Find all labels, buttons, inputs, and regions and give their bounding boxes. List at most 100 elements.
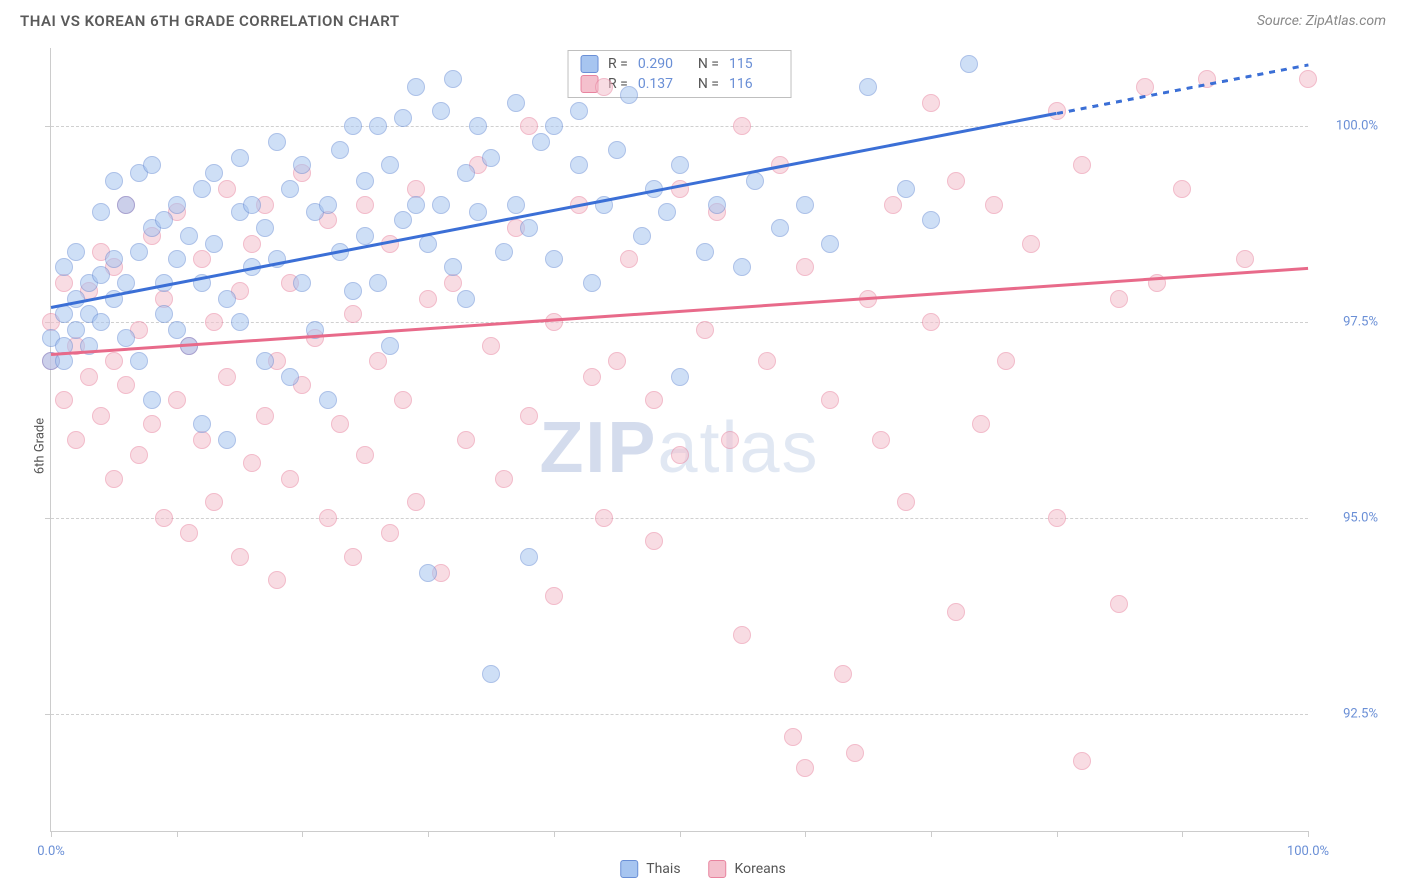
scatter-point — [671, 446, 689, 464]
scatter-point — [595, 78, 613, 96]
scatter-point — [897, 493, 915, 511]
scatter-point — [721, 431, 739, 449]
y-tick-label: 97.5% — [1318, 315, 1378, 330]
scatter-point — [394, 211, 412, 229]
scatter-point — [796, 258, 814, 276]
scatter-point — [1236, 250, 1254, 268]
scatter-point — [796, 759, 814, 777]
x-tick-label: 0.0% — [37, 844, 65, 859]
scatter-point — [407, 196, 425, 214]
scatter-point — [344, 282, 362, 300]
scatter-point — [218, 431, 236, 449]
scatter-point — [218, 290, 236, 308]
scatter-point — [193, 431, 211, 449]
scatter-point — [432, 102, 450, 120]
legend-marker-blue — [580, 55, 598, 73]
x-tick — [554, 831, 555, 837]
scatter-point — [608, 352, 626, 370]
scatter-point — [193, 250, 211, 268]
scatter-point — [444, 258, 462, 276]
scatter-point — [331, 415, 349, 433]
scatter-point — [218, 180, 236, 198]
scatter-point — [105, 250, 123, 268]
scatter-point — [168, 196, 186, 214]
scatter-point — [972, 415, 990, 433]
scatter-point — [419, 235, 437, 253]
scatter-point — [130, 243, 148, 261]
scatter-point — [645, 391, 663, 409]
scatter-point — [293, 274, 311, 292]
scatter-point — [369, 352, 387, 370]
x-tick — [1308, 831, 1309, 837]
source-attribution: Source: ZipAtlas.com — [1257, 13, 1386, 29]
scatter-point — [482, 665, 500, 683]
scatter-point — [92, 313, 110, 331]
x-tick — [805, 831, 806, 837]
scatter-point — [155, 509, 173, 527]
scatter-point — [469, 203, 487, 221]
scatter-point — [671, 368, 689, 386]
scatter-point — [67, 431, 85, 449]
scatter-point — [205, 493, 223, 511]
scatter-point — [407, 493, 425, 511]
scatter-point — [344, 117, 362, 135]
scatter-point — [771, 219, 789, 237]
scatter-point — [708, 196, 726, 214]
scatter-point — [532, 133, 550, 151]
scatter-point — [960, 55, 978, 73]
scatter-point — [796, 196, 814, 214]
scatter-point — [155, 305, 173, 323]
scatter-point — [243, 454, 261, 472]
x-tick — [1182, 831, 1183, 837]
scatter-point — [407, 78, 425, 96]
trendline — [51, 267, 1308, 356]
scatter-point — [205, 164, 223, 182]
scatter-point — [205, 235, 223, 253]
scatter-point — [331, 141, 349, 159]
scatter-point — [947, 172, 965, 190]
scatter-point — [180, 524, 198, 542]
scatter-point — [281, 368, 299, 386]
scatter-point — [67, 321, 85, 339]
scatter-point — [67, 243, 85, 261]
scatter-point — [231, 313, 249, 331]
scatter-point — [143, 415, 161, 433]
scatter-point — [846, 744, 864, 762]
scatter-point — [1110, 290, 1128, 308]
scatter-point — [495, 243, 513, 261]
scatter-point — [369, 117, 387, 135]
scatter-point — [922, 313, 940, 331]
scatter-point — [344, 548, 362, 566]
gridline — [51, 518, 1308, 519]
scatter-point — [620, 250, 638, 268]
scatter-point — [168, 391, 186, 409]
scatter-point — [117, 376, 135, 394]
scatter-point — [457, 164, 475, 182]
scatter-point — [381, 337, 399, 355]
legend-marker-blue — [620, 860, 638, 878]
scatter-point — [595, 509, 613, 527]
scatter-point — [281, 180, 299, 198]
scatter-point — [117, 329, 135, 347]
scatter-point — [645, 532, 663, 550]
scatter-point — [545, 313, 563, 331]
scatter-point — [570, 102, 588, 120]
scatter-point — [319, 391, 337, 409]
scatter-point — [268, 133, 286, 151]
scatter-point — [1073, 156, 1091, 174]
chart-title: THAI VS KOREAN 6TH GRADE CORRELATION CHA… — [20, 12, 400, 30]
y-tick-label: 100.0% — [1318, 119, 1378, 134]
scatter-point — [256, 407, 274, 425]
x-tick-label: 100.0% — [1287, 844, 1329, 859]
scatter-point — [80, 368, 98, 386]
scatter-point — [180, 227, 198, 245]
x-tick — [1057, 831, 1058, 837]
scatter-point — [1173, 180, 1191, 198]
scatter-point — [143, 391, 161, 409]
scatter-point — [520, 548, 538, 566]
scatter-point — [256, 352, 274, 370]
scatter-point — [834, 665, 852, 683]
x-tick — [177, 831, 178, 837]
scatter-point — [444, 274, 462, 292]
scatter-point — [293, 156, 311, 174]
